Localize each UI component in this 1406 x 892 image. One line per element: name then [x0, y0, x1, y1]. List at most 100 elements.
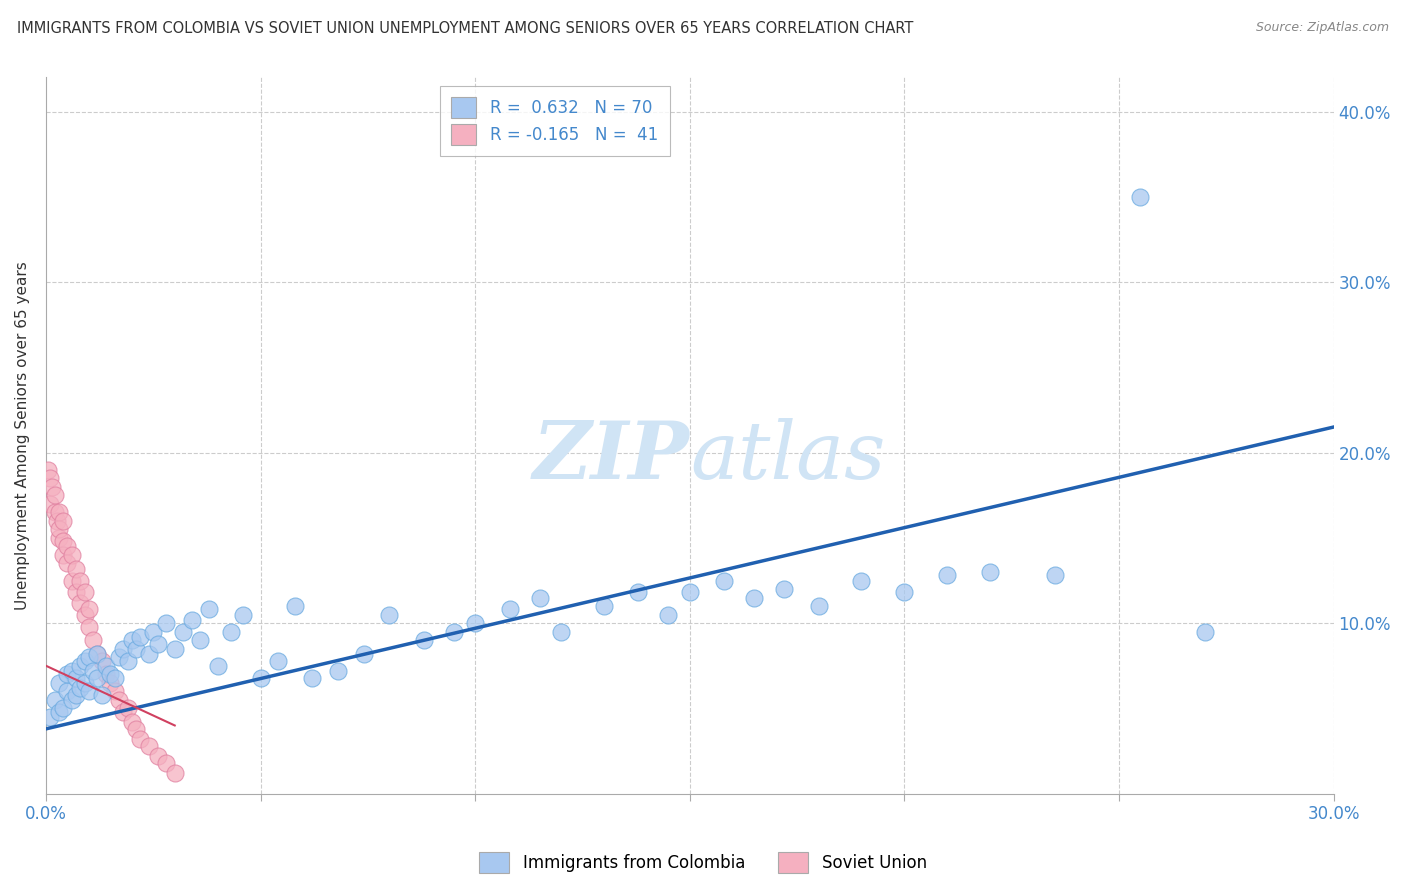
Point — [163, 641, 186, 656]
Point — [104, 671, 127, 685]
Point — [155, 616, 177, 631]
Point — [326, 664, 349, 678]
Point — [60, 548, 83, 562]
Point — [69, 574, 91, 588]
Point — [39, 710, 62, 724]
Point — [378, 607, 401, 622]
Point — [39, 471, 62, 485]
Y-axis label: Unemployment Among Seniors over 65 years: Unemployment Among Seniors over 65 years — [15, 261, 30, 610]
Point — [52, 701, 75, 715]
Point — [52, 534, 75, 549]
Text: Source: ZipAtlas.com: Source: ZipAtlas.com — [1256, 21, 1389, 34]
Point — [52, 514, 75, 528]
Point — [45, 514, 67, 528]
Point — [90, 654, 112, 668]
Point — [82, 664, 104, 678]
Point — [353, 647, 375, 661]
Point — [129, 630, 152, 644]
Point — [37, 463, 59, 477]
Point — [65, 561, 87, 575]
Point — [104, 684, 127, 698]
Point — [742, 591, 765, 605]
Text: atlas: atlas — [690, 418, 886, 496]
Point — [1129, 190, 1152, 204]
Legend: Immigrants from Colombia, Soviet Union: Immigrants from Colombia, Soviet Union — [472, 846, 934, 880]
Point — [60, 693, 83, 707]
Point — [48, 705, 70, 719]
Point — [44, 693, 66, 707]
Point — [56, 667, 79, 681]
Point — [77, 684, 100, 698]
Point — [807, 599, 830, 613]
Point — [73, 607, 96, 622]
Point — [90, 688, 112, 702]
Point — [163, 766, 186, 780]
Point — [550, 624, 572, 639]
Point — [56, 684, 79, 698]
Point — [77, 619, 100, 633]
Point — [69, 658, 91, 673]
Point — [679, 585, 702, 599]
Point — [48, 676, 70, 690]
Point — [112, 641, 135, 656]
Point — [98, 667, 121, 681]
Point — [73, 654, 96, 668]
Point — [86, 671, 108, 685]
Point — [117, 654, 139, 668]
Point — [121, 714, 143, 729]
Point — [125, 641, 148, 656]
Point — [48, 522, 70, 536]
Point — [48, 505, 70, 519]
Point — [69, 596, 91, 610]
Point — [56, 540, 79, 554]
Point — [232, 607, 254, 622]
Point — [69, 681, 91, 695]
Point — [219, 624, 242, 639]
Point — [108, 693, 131, 707]
Point — [936, 568, 959, 582]
Point — [44, 505, 66, 519]
Point — [412, 633, 434, 648]
Point — [146, 637, 169, 651]
Point — [146, 749, 169, 764]
Point — [56, 557, 79, 571]
Point — [48, 531, 70, 545]
Point — [207, 658, 229, 673]
Point — [180, 613, 202, 627]
Point — [1194, 624, 1216, 639]
Point — [301, 671, 323, 685]
Point — [1043, 568, 1066, 582]
Legend: R =  0.632   N = 70, R = -0.165   N =  41: R = 0.632 N = 70, R = -0.165 N = 41 — [440, 86, 669, 156]
Point — [138, 739, 160, 753]
Point — [284, 599, 307, 613]
Point — [52, 548, 75, 562]
Point — [39, 497, 62, 511]
Point — [65, 585, 87, 599]
Point — [73, 676, 96, 690]
Point — [851, 574, 873, 588]
Point — [979, 565, 1001, 579]
Point — [65, 688, 87, 702]
Point — [198, 602, 221, 616]
Point — [657, 607, 679, 622]
Point — [129, 732, 152, 747]
Point — [125, 722, 148, 736]
Point — [77, 650, 100, 665]
Point — [44, 488, 66, 502]
Point — [443, 624, 465, 639]
Point — [627, 585, 650, 599]
Point — [773, 582, 796, 596]
Point — [267, 654, 290, 668]
Point — [529, 591, 551, 605]
Point — [98, 676, 121, 690]
Point — [117, 701, 139, 715]
Point — [498, 602, 520, 616]
Point — [82, 633, 104, 648]
Point — [60, 664, 83, 678]
Point — [86, 647, 108, 661]
Point — [94, 658, 117, 673]
Point — [190, 633, 212, 648]
Point — [155, 756, 177, 770]
Point — [893, 585, 915, 599]
Point — [94, 667, 117, 681]
